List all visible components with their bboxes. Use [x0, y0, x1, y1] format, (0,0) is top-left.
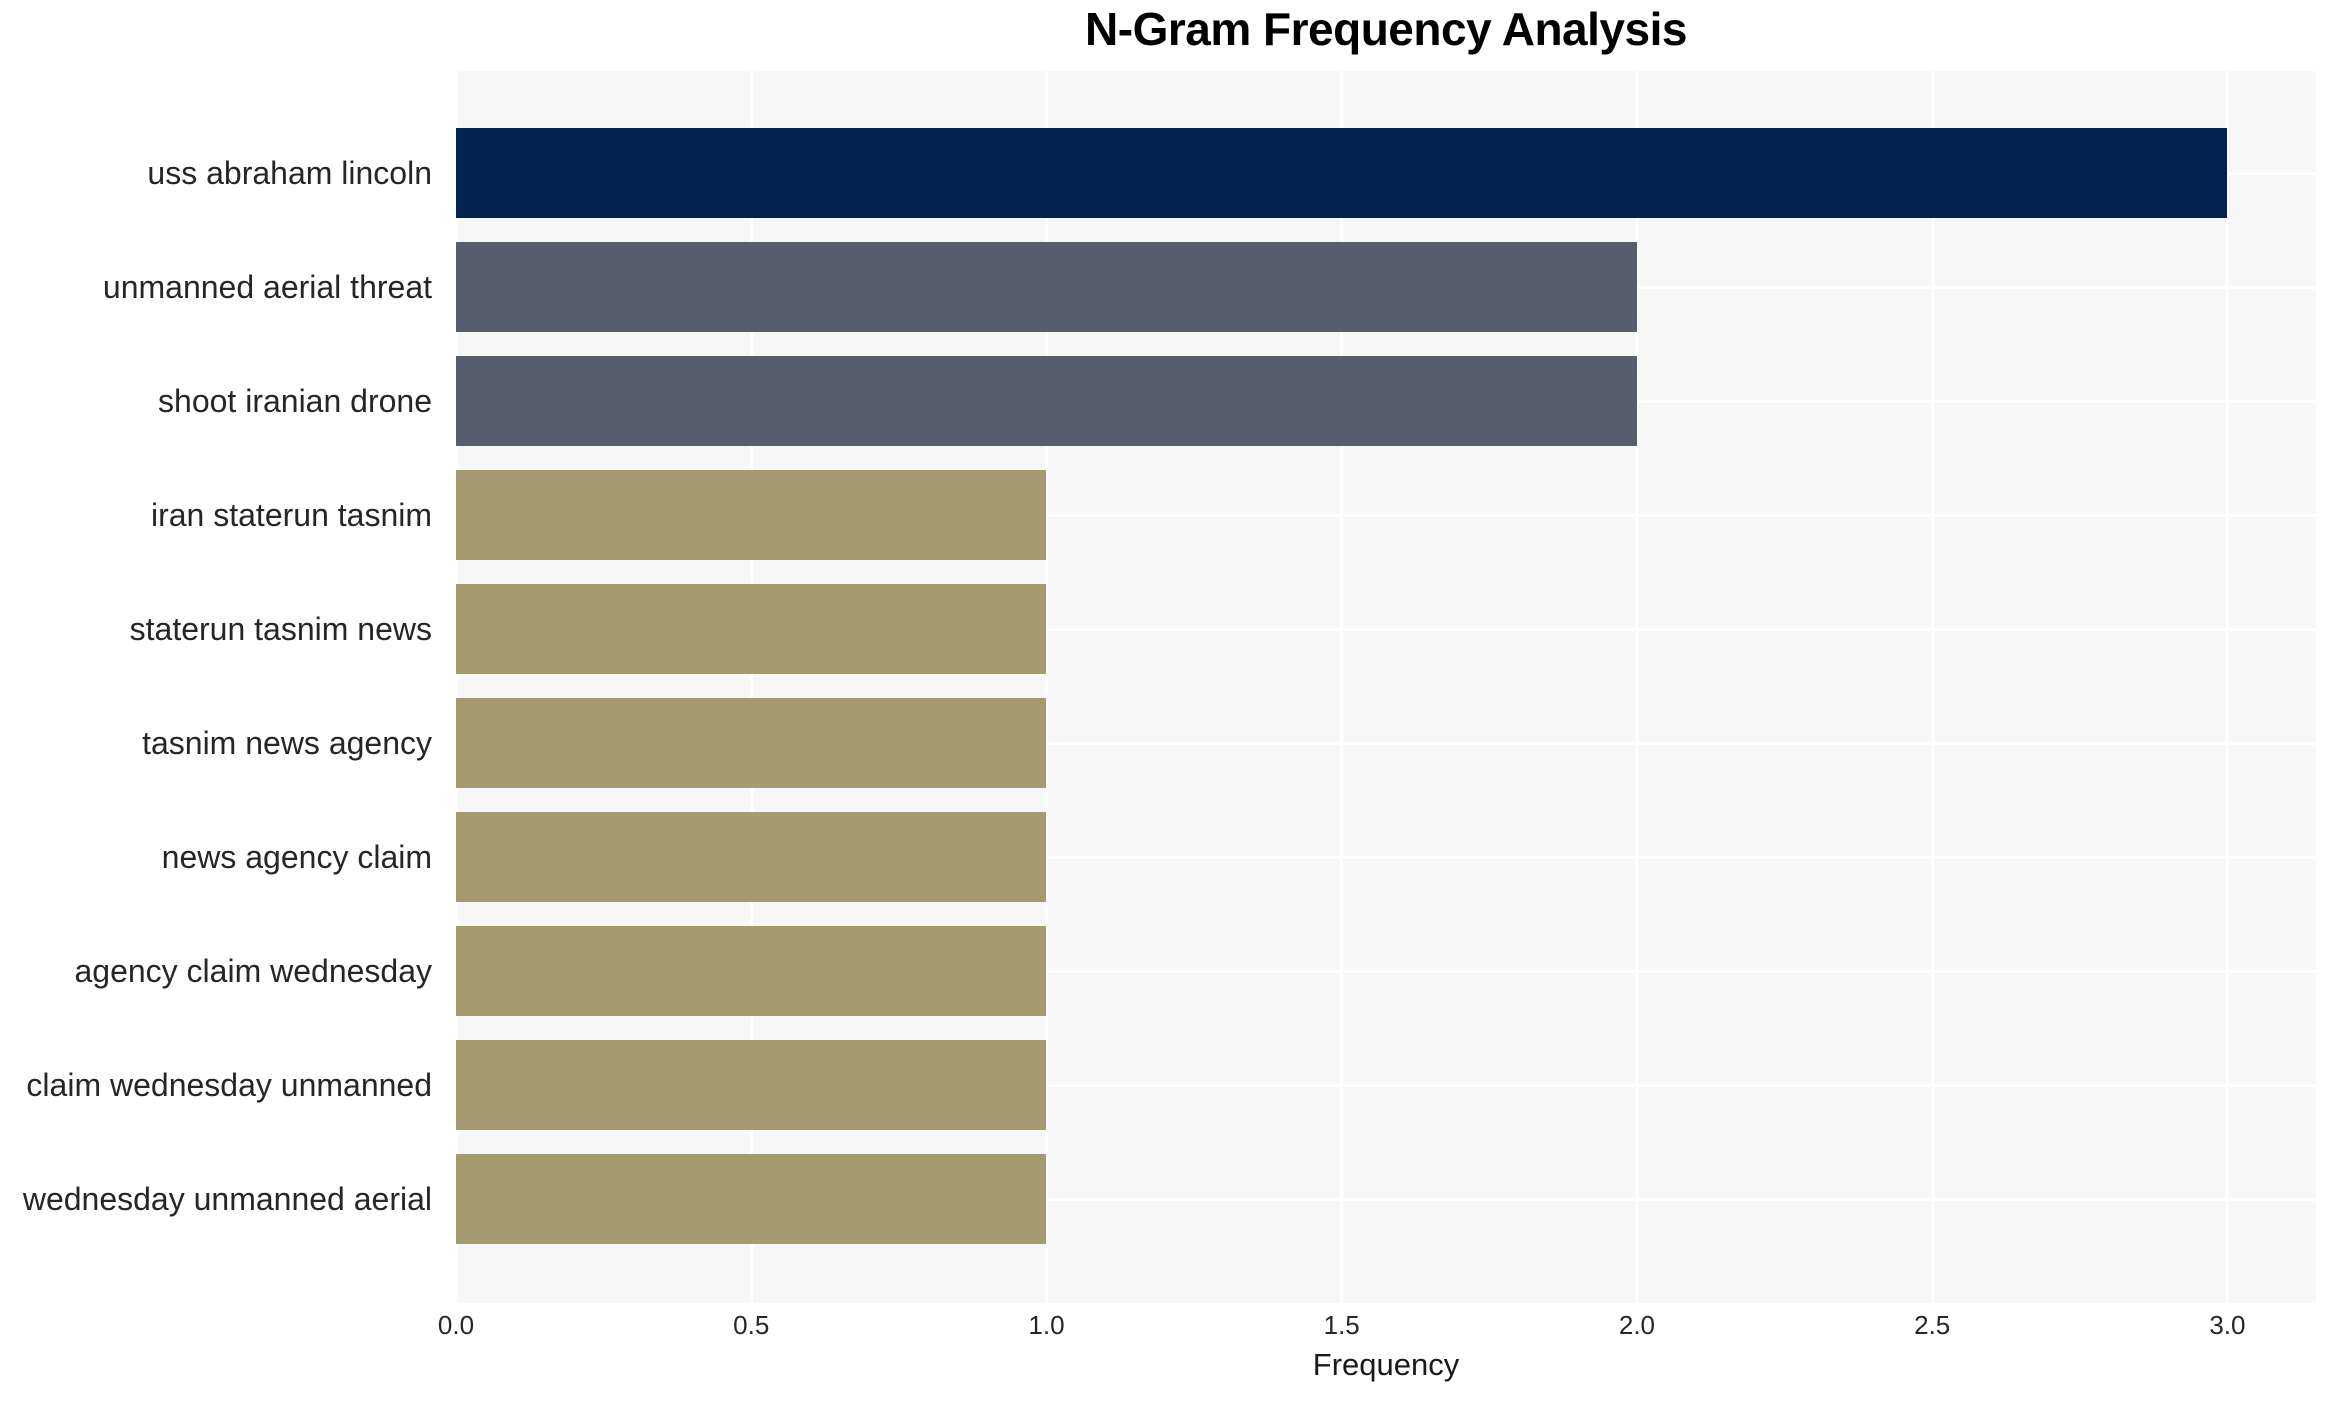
- v-gridline-0.5: [749, 71, 753, 1303]
- bar: [456, 926, 1047, 1016]
- category-label: iran staterun tasnim: [150, 496, 432, 533]
- bar: [456, 698, 1047, 788]
- category-label: agency claim wednesday: [74, 952, 432, 989]
- category-label: wednesday unmanned aerial: [22, 1180, 432, 1217]
- bar: [456, 242, 1637, 332]
- h-gridline: [456, 969, 2316, 973]
- h-gridline: [456, 1083, 2316, 1087]
- bar-row: unmanned aerial threat: [103, 242, 2316, 332]
- bar: [456, 470, 1047, 560]
- category-label: uss abraham lincoln: [147, 154, 432, 191]
- bar-row: staterun tasnim news: [130, 584, 2316, 674]
- x-tick-label: 0.5: [733, 1310, 770, 1340]
- x-tick-label: 0.0: [437, 1310, 475, 1340]
- x-tick-label: 2.0: [1618, 1310, 1656, 1340]
- category-label: news agency claim: [161, 838, 432, 875]
- category-label: unmanned aerial threat: [102, 268, 432, 305]
- v-gridline-0.0: [454, 71, 458, 1303]
- h-gridline: [456, 741, 2316, 745]
- x-tick-label: 3.0: [2209, 1310, 2246, 1340]
- bar-row: shoot iranian drone: [158, 356, 2316, 446]
- bar: [456, 128, 2228, 218]
- bar: [456, 1040, 1047, 1130]
- bar-row: wednesday unmanned aerial: [23, 1154, 2316, 1244]
- h-gridline: [456, 855, 2316, 859]
- bar: [456, 812, 1047, 902]
- v-gridline-2.5: [1930, 71, 1934, 1303]
- category-label: claim wednesday unmanned: [26, 1066, 432, 1103]
- x-tick-label: 1.5: [1323, 1310, 1360, 1340]
- plot-area: uss abraham lincoln unmanned aerial threa…: [23, 71, 2316, 1303]
- bar-row: news agency claim: [162, 812, 2316, 902]
- category-label: tasnim news agency: [142, 724, 432, 761]
- category-label: staterun tasnim news: [129, 610, 432, 647]
- bar: [456, 356, 1637, 446]
- bar-row: agency claim wednesday: [74, 926, 2316, 1016]
- v-gridline-3.0: [2225, 71, 2229, 1303]
- h-gridline: [456, 513, 2316, 517]
- h-gridline: [456, 1197, 2316, 1201]
- v-gridline-1.0: [1044, 71, 1048, 1303]
- x-tick-label: 1.0: [1028, 1310, 1065, 1340]
- bar: [456, 584, 1047, 674]
- bar-row: tasnim news agency: [142, 698, 2316, 788]
- h-gridline: [456, 627, 2316, 631]
- bar-row: uss abraham lincoln: [147, 128, 2316, 218]
- category-label: shoot iranian drone: [158, 382, 432, 419]
- chart-title: N-Gram Frequency Analysis: [1085, 3, 1687, 55]
- v-gridline-2.0: [1635, 71, 1639, 1303]
- bar-row: iran staterun tasnim: [151, 470, 2316, 560]
- v-gridline-1.5: [1340, 71, 1344, 1303]
- bar: [456, 1154, 1047, 1244]
- x-tick-label: 2.5: [1914, 1310, 1951, 1340]
- x-axis-label: Frequency: [1312, 1347, 1460, 1382]
- bar-row: claim wednesday unmanned: [26, 1040, 2316, 1130]
